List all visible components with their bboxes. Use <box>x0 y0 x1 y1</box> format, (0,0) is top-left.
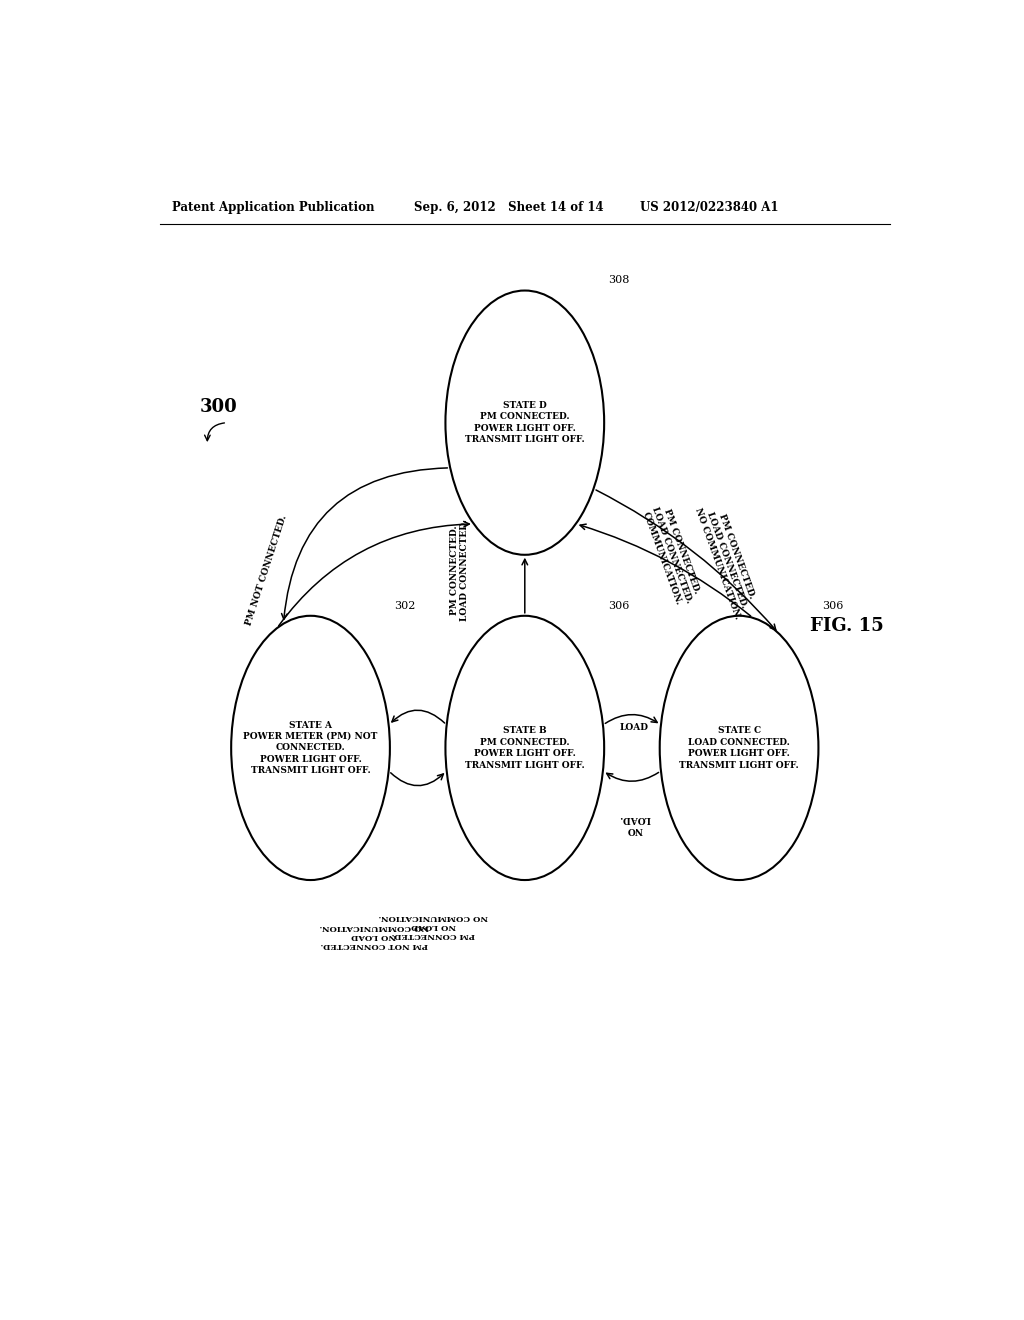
FancyArrowPatch shape <box>522 560 527 612</box>
FancyArrowPatch shape <box>279 521 469 626</box>
Text: 302: 302 <box>394 601 415 611</box>
Text: STATE A
POWER METER (PM) NOT
CONNECTED.
POWER LIGHT OFF.
TRANSMIT LIGHT OFF.: STATE A POWER METER (PM) NOT CONNECTED. … <box>244 721 378 775</box>
Text: 308: 308 <box>608 276 630 285</box>
Text: PM CONNECTED.
LOAD CONNECTED.
NO COMMUNICATION.: PM CONNECTED. LOAD CONNECTED. NO COMMUNI… <box>693 499 761 620</box>
Text: FIG. 15: FIG. 15 <box>811 616 885 635</box>
Text: STATE D
PM CONNECTED.
POWER LIGHT OFF.
TRANSMIT LIGHT OFF.: STATE D PM CONNECTED. POWER LIGHT OFF. T… <box>465 401 585 445</box>
Text: PM NOT CONNECTED.: PM NOT CONNECTED. <box>245 513 289 627</box>
Text: PM CONNECTED.
NO LOAD
NO COMMUNICATION.: PM CONNECTED. NO LOAD NO COMMUNICATION. <box>379 912 488 939</box>
Text: PM CONNECTED.
LOAD CONNECTED.: PM CONNECTED. LOAD CONNECTED. <box>450 519 469 620</box>
Text: LOAD: LOAD <box>620 723 649 733</box>
Text: Sep. 6, 2012   Sheet 14 of 14: Sep. 6, 2012 Sheet 14 of 14 <box>414 201 603 214</box>
Text: Patent Application Publication: Patent Application Publication <box>172 201 374 214</box>
FancyArrowPatch shape <box>392 710 444 723</box>
FancyArrowPatch shape <box>282 467 447 619</box>
Text: 300: 300 <box>200 399 238 416</box>
FancyArrowPatch shape <box>581 524 751 616</box>
Text: NO
LOAD.: NO LOAD. <box>618 814 650 834</box>
FancyArrowPatch shape <box>605 714 657 723</box>
Text: STATE B
PM CONNECTED.
POWER LIGHT OFF.
TRANSMIT LIGHT OFF.: STATE B PM CONNECTED. POWER LIGHT OFF. T… <box>465 726 585 770</box>
FancyArrowPatch shape <box>596 490 776 630</box>
Text: 306: 306 <box>608 601 630 611</box>
Text: PM NOT CONNECTED.
NO LOAD
NO COMMUNICATION.: PM NOT CONNECTED. NO LOAD NO COMMUNICATI… <box>319 923 429 949</box>
Text: 306: 306 <box>822 601 844 611</box>
Text: STATE C
LOAD CONNECTED.
POWER LIGHT OFF.
TRANSMIT LIGHT OFF.: STATE C LOAD CONNECTED. POWER LIGHT OFF.… <box>679 726 799 770</box>
Text: US 2012/0223840 A1: US 2012/0223840 A1 <box>640 201 778 214</box>
FancyArrowPatch shape <box>391 772 443 785</box>
FancyArrowPatch shape <box>606 772 658 781</box>
Text: PM CONNECTED.
LOAD CONNECTED.
COMMUNICATION.: PM CONNECTED. LOAD CONNECTED. COMMUNICAT… <box>640 502 703 607</box>
